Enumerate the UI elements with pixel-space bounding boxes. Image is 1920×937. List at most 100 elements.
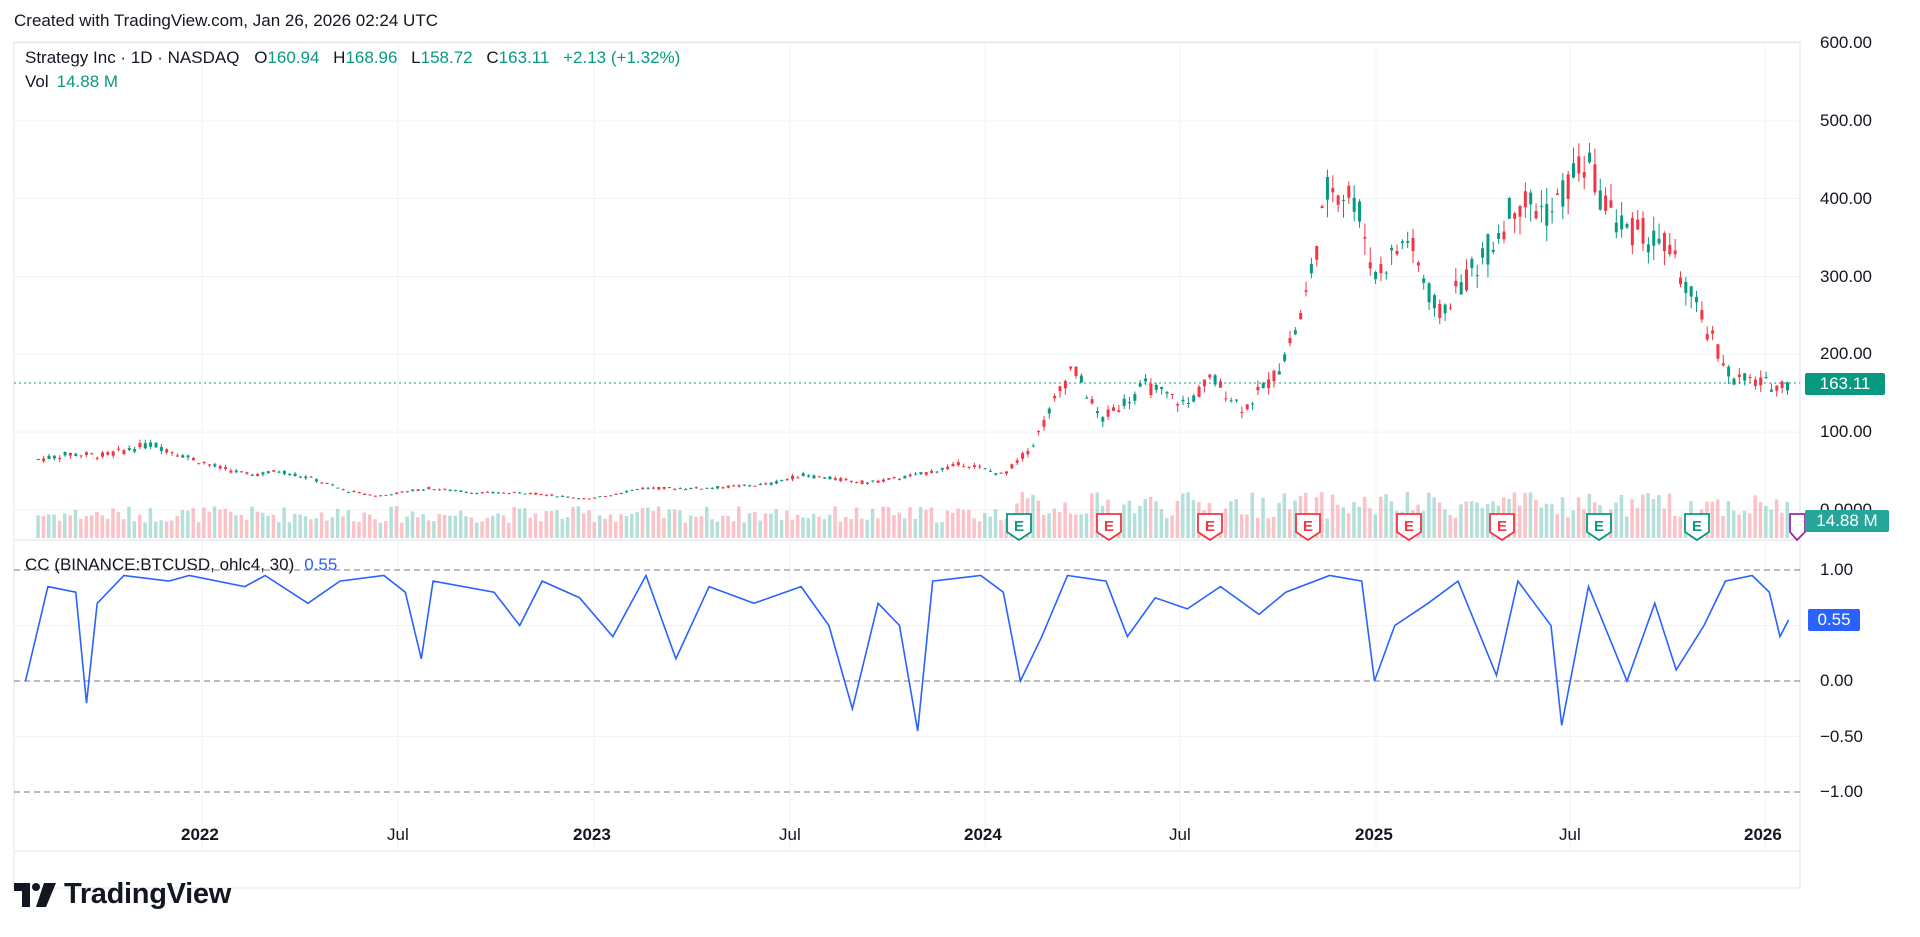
- volume-bar: [250, 506, 254, 538]
- candle-body: [700, 488, 704, 490]
- earnings-marker-letter: E: [1014, 518, 1024, 535]
- candle-body: [1283, 354, 1287, 361]
- candle-body: [1545, 204, 1549, 226]
- candle-body: [1309, 263, 1313, 274]
- time-axis-label: Jul: [1169, 825, 1191, 844]
- volume-bar: [1175, 500, 1180, 538]
- candle-body: [1465, 269, 1469, 291]
- earnings-marker: E: [1489, 513, 1515, 542]
- volume-bar: [1245, 514, 1249, 538]
- volume-bar: [1678, 516, 1682, 538]
- time-axis-label: Jul: [779, 825, 801, 844]
- volume-bar: [260, 512, 265, 538]
- candle-body: [801, 473, 805, 477]
- candle-body: [512, 491, 516, 493]
- candle-body: [202, 462, 206, 464]
- candle-body: [962, 466, 966, 468]
- candle-body: [496, 492, 500, 494]
- candle-body: [619, 493, 623, 495]
- volume-bar: [817, 516, 821, 538]
- earnings-marker: E: [1586, 513, 1612, 542]
- volume-bar: [159, 520, 163, 538]
- candle-body: [405, 491, 409, 493]
- volume-bar: [164, 521, 169, 538]
- candle-body: [994, 473, 998, 475]
- candle-body: [1320, 206, 1324, 209]
- indicator-axis-label: 0.00: [1820, 671, 1854, 690]
- volume-bar: [1223, 508, 1228, 538]
- candle-body: [924, 472, 928, 475]
- candle-body: [341, 489, 345, 491]
- symbol-label: Strategy Inc · 1D · NASDAQ: [25, 48, 240, 67]
- volume-bar: [779, 519, 784, 538]
- volume-bar: [704, 506, 709, 538]
- candle-body: [881, 479, 885, 482]
- indicator-line: [24, 573, 1790, 732]
- candle-body: [1529, 192, 1533, 205]
- candle-body: [951, 464, 955, 467]
- volume-bar: [694, 516, 698, 538]
- candle-body: [1454, 280, 1458, 287]
- candle-body: [1165, 392, 1169, 394]
- candle-body: [154, 442, 158, 448]
- volume-bar: [523, 508, 527, 538]
- candle-body: [1534, 210, 1538, 219]
- candle-body: [1315, 246, 1319, 260]
- volume-bar: [785, 510, 789, 538]
- indicator-axis-label: 1.00: [1820, 560, 1854, 579]
- candle-body: [1117, 410, 1121, 412]
- volume-bar: [490, 515, 495, 538]
- candle-body: [52, 455, 56, 459]
- candle-body: [1299, 312, 1303, 320]
- volume-bar: [1673, 515, 1677, 538]
- candle-body: [1491, 249, 1495, 252]
- volume-bar: [442, 514, 447, 538]
- candle-body: [1261, 383, 1265, 389]
- earnings-marker-badge: [1197, 513, 1223, 542]
- volume-bar: [1164, 518, 1169, 538]
- earnings-marker-badge: [1396, 513, 1422, 542]
- volume-bar: [1346, 513, 1351, 538]
- candle-body: [427, 487, 431, 490]
- volume-bar: [1421, 510, 1426, 538]
- candle-body: [630, 489, 634, 491]
- candle-body: [373, 495, 377, 497]
- candle-body: [978, 466, 982, 468]
- candle-body: [983, 468, 987, 470]
- volume-bar: [1079, 514, 1083, 538]
- candle-body: [475, 492, 479, 494]
- candle-body: [967, 466, 971, 468]
- candle-body: [705, 487, 709, 489]
- candle-body: [266, 471, 270, 474]
- candle-body: [930, 470, 934, 473]
- volume-bar: [967, 510, 971, 538]
- candle-body: [1133, 394, 1137, 401]
- volume-bar: [865, 519, 869, 538]
- candle-body: [1352, 197, 1356, 212]
- candle-body: [357, 492, 361, 494]
- candle-body: [823, 477, 827, 479]
- volume-bar: [127, 506, 131, 538]
- candle-body: [566, 496, 570, 498]
- earnings-marker: E: [1295, 513, 1321, 542]
- volume-bar: [758, 520, 762, 538]
- volume-bar: [608, 514, 613, 538]
- volume-bar: [1544, 503, 1549, 538]
- volume-bar: [528, 517, 532, 538]
- candle-body: [277, 471, 281, 473]
- candle-body: [1347, 185, 1351, 198]
- tradingview-logo[interactable]: TradingView: [14, 878, 231, 911]
- created-with-header: Created with TradingView.com, Jan 26, 20…: [14, 11, 438, 30]
- candle-body: [282, 470, 286, 475]
- volume-bar: [678, 510, 682, 538]
- volume-bar: [458, 510, 463, 538]
- candle-body: [1555, 193, 1559, 195]
- volume-bar: [1148, 496, 1153, 538]
- volume-bar: [507, 522, 511, 538]
- volume-bar: [319, 512, 324, 538]
- volume-bar: [651, 510, 655, 538]
- volume-bar: [533, 513, 538, 538]
- volume-bar: [1138, 505, 1142, 538]
- volume-bar: [41, 515, 46, 538]
